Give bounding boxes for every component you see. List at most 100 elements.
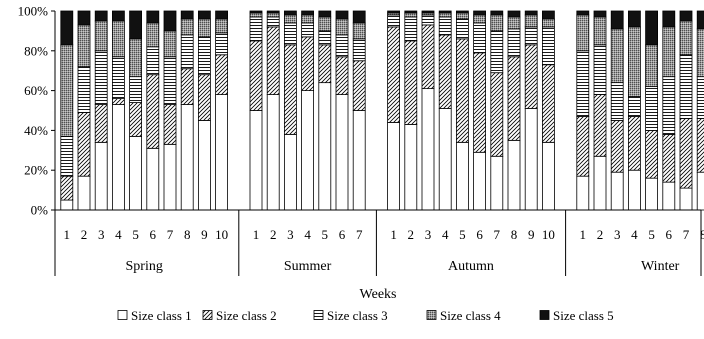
bar-segment-winter-week-3-class-2: [610, 120, 624, 173]
x-tick-label-week: 2: [408, 227, 415, 242]
bar-segment-autumn-week-6-class-3: [473, 22, 487, 54]
bar-segment-spring-week-6-class-2: [146, 74, 160, 149]
bar-segment-winter-week-2-class-4: [593, 16, 607, 46]
bar-segment-autumn-week-8-class-3: [507, 28, 521, 58]
bar-segment-winter-week-8-class-1: [696, 171, 704, 211]
bar-segment-winter-week-2-class-1: [593, 155, 607, 211]
season-label-spring: Spring: [126, 259, 163, 274]
y-tick-label: 60%: [24, 83, 48, 98]
bar-segment-autumn-week-3-class-1: [421, 88, 435, 211]
bar-segment-autumn-week-2-class-3: [404, 16, 418, 42]
bar-segment-autumn-week-7-class-1: [490, 155, 504, 211]
bar-segment-summer-week-7-class-5: [352, 10, 366, 24]
bar-segment-spring-week-7-class-3: [163, 56, 177, 105]
x-tick-label-week: 3: [98, 227, 105, 242]
bar-segment-spring-week-1-class-4: [60, 44, 74, 137]
bar-segment-summer-week-4-class-4: [301, 14, 315, 24]
x-tick-label-week: 3: [614, 227, 621, 242]
bar-segment-spring-week-3-class-3: [94, 50, 108, 105]
bar-segment-autumn-week-9-class-5: [524, 10, 538, 16]
bar-segment-summer-week-5-class-5: [318, 10, 332, 18]
bar-segment-spring-week-4-class-3: [112, 56, 125, 99]
bar-segment-spring-week-10-class-5: [215, 10, 229, 20]
x-tick-label-week: 6: [150, 227, 157, 242]
bar-segment-autumn-week-2-class-2: [404, 40, 418, 125]
bar-segment-autumn-week-5-class-2: [455, 38, 469, 143]
bar-segment-summer-week-6-class-3: [335, 34, 349, 58]
x-tick-label-week: 1: [580, 227, 587, 242]
bar-segment-autumn-week-6-class-1: [473, 151, 487, 211]
bar-segment-autumn-week-3-class-3: [421, 14, 435, 26]
bar-segment-spring-week-8-class-2: [180, 68, 194, 105]
bar-segment-summer-week-5-class-4: [318, 16, 332, 32]
bar-segment-autumn-week-7-class-4: [490, 14, 504, 32]
x-tick-label-week: 8: [184, 227, 191, 242]
bar-segment-winter-week-5-class-3: [645, 86, 658, 131]
bar-segment-winter-week-4-class-3: [628, 96, 641, 117]
bar-segment-autumn-week-6-class-4: [473, 14, 487, 24]
bar-segment-summer-week-3-class-4: [283, 14, 297, 24]
x-tick-label-week: 6: [339, 227, 346, 242]
x-tick-label-week: 4: [115, 227, 122, 242]
bar-segment-summer-week-1-class-2: [249, 40, 263, 111]
x-tick-label-week: 9: [528, 227, 535, 242]
bar-segment-summer-week-3-class-3: [283, 22, 297, 46]
bar-segment-winter-week-4-class-2: [628, 116, 641, 171]
bar-segment-spring-week-6-class-4: [146, 22, 160, 48]
bar-segment-summer-week-1-class-4: [249, 12, 263, 18]
y-tick-label: 20%: [24, 163, 48, 178]
bar-segment-spring-week-9-class-1: [197, 120, 211, 211]
bar-segment-autumn-week-6-class-2: [473, 52, 487, 153]
bar-segment-winter-week-3-class-3: [610, 82, 624, 121]
bar-segment-spring-week-9-class-2: [197, 74, 211, 121]
bar-segment-autumn-week-7-class-3: [490, 30, 504, 74]
x-tick-label-week: 4: [304, 227, 311, 242]
legend-label-class-2: Size class 2: [216, 308, 277, 323]
bar-segment-winter-week-3-class-5: [610, 10, 624, 30]
y-tick-label: 40%: [24, 123, 48, 138]
bar-segment-spring-week-3-class-2: [94, 104, 108, 143]
bar-segment-spring-week-7-class-1: [163, 143, 177, 211]
bar-segment-autumn-week-10-class-2: [542, 64, 555, 143]
legend-label-class-4: Size class 4: [440, 308, 501, 323]
bar-segment-autumn-week-7-class-2: [490, 72, 504, 157]
bar-segment-autumn-week-8-class-5: [507, 10, 521, 18]
bar-segment-summer-week-2-class-1: [266, 94, 280, 211]
bar-segment-spring-week-1-class-5: [60, 10, 74, 46]
bar-segment-autumn-week-9-class-1: [524, 108, 538, 211]
y-tick-label: 0%: [31, 203, 49, 218]
x-tick-label-week: 3: [425, 227, 432, 242]
bar-segment-spring-week-4-class-5: [112, 10, 125, 22]
bar-segment-autumn-week-2-class-5: [404, 10, 418, 14]
x-tick-label-week: 7: [494, 227, 501, 242]
bar-segment-winter-week-6-class-3: [662, 76, 676, 135]
bar-segment-autumn-week-4-class-3: [438, 16, 452, 36]
bar-segment-winter-week-7-class-1: [679, 187, 693, 211]
bar-segment-summer-week-2-class-2: [266, 26, 280, 95]
bar-segment-autumn-week-10-class-3: [542, 26, 555, 66]
bar-segment-winter-week-1-class-2: [576, 116, 590, 177]
bar-segment-winter-week-5-class-5: [645, 10, 658, 46]
bar-segment-autumn-week-10-class-5: [542, 10, 555, 20]
bar-segment-summer-week-2-class-4: [266, 12, 280, 18]
bar-segment-autumn-week-8-class-2: [507, 56, 521, 141]
bar-segment-spring-week-5-class-5: [129, 10, 143, 40]
bar-segment-spring-week-9-class-3: [197, 36, 211, 76]
bar-segment-autumn-week-1-class-5: [387, 10, 401, 14]
y-tick-label: 80%: [24, 43, 48, 58]
bar-segment-autumn-week-2-class-1: [404, 124, 418, 211]
bar-segment-summer-week-3-class-5: [283, 10, 297, 16]
legend-label-class-1: Size class 1: [131, 308, 192, 323]
axes-layer: [51, 10, 702, 276]
bar-segment-summer-week-5-class-1: [318, 82, 332, 211]
bar-segment-winter-week-2-class-3: [593, 44, 607, 95]
bar-segment-spring-week-1-class-3: [60, 135, 74, 177]
bar-segment-winter-week-1-class-4: [576, 14, 590, 52]
x-axis-title: Weeks: [360, 287, 397, 302]
bar-segment-winter-week-8-class-3: [696, 76, 704, 119]
legend-swatch-class-3: [313, 310, 324, 320]
bar-segment-autumn-week-4-class-2: [438, 34, 452, 109]
bar-segment-autumn-week-1-class-3: [387, 14, 401, 28]
bar-segment-summer-week-5-class-3: [318, 30, 332, 46]
bar-segment-summer-week-1-class-1: [249, 110, 263, 211]
